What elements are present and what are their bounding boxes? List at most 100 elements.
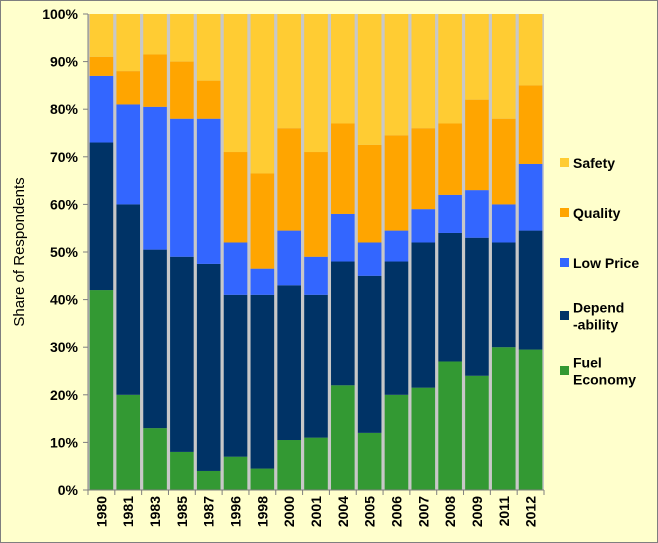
bar-segment-safety-1981 bbox=[116, 14, 141, 72]
bar-segment-fuel-economy-2006 bbox=[384, 394, 409, 490]
bar-segment-low-price-1983 bbox=[143, 106, 167, 250]
bar-segment-safety-2001 bbox=[304, 14, 328, 153]
y-tick-label: 100% bbox=[42, 6, 78, 22]
x-tick-label: 2009 bbox=[469, 496, 485, 527]
bar-segment-fuel-economy-2001 bbox=[304, 437, 328, 490]
x-tick-label: 1987 bbox=[201, 496, 217, 527]
legend-label-quality: Quality bbox=[573, 205, 621, 221]
legend-swatch-quality bbox=[560, 208, 569, 217]
bar-segment-low-price-1998 bbox=[250, 268, 275, 295]
x-tick-label: 2008 bbox=[442, 496, 458, 527]
legend-label-safety: Safety bbox=[573, 155, 615, 171]
bar-segment-quality-2009 bbox=[465, 99, 489, 191]
x-tick-label: 1980 bbox=[93, 496, 109, 527]
bar-segment-low-price-2006 bbox=[384, 230, 409, 262]
bar-segment-safety-1996 bbox=[223, 14, 248, 153]
bar-segment-fuel-economy-2000 bbox=[277, 440, 301, 490]
legend: Safety Quality Low Price Depend -ability Fuel… bbox=[560, 155, 639, 388]
legend-swatch-low-price bbox=[560, 258, 569, 267]
bar-segment-fuel-economy-2012 bbox=[518, 349, 543, 490]
y-tick-label: 30% bbox=[50, 339, 79, 355]
x-tick-label: 2006 bbox=[388, 496, 404, 527]
bar-segment-dependability-2012 bbox=[518, 230, 543, 350]
legend-swatch-dependability bbox=[560, 311, 569, 320]
bar-segment-low-price-1987 bbox=[196, 118, 221, 264]
bars-layer bbox=[89, 14, 543, 490]
y-tick-label: 50% bbox=[50, 244, 79, 260]
axes-layer bbox=[83, 13, 545, 495]
bar-segment-quality-2008 bbox=[438, 123, 462, 195]
x-tick-label: 2004 bbox=[335, 496, 351, 527]
x-tick-label: 1985 bbox=[174, 496, 190, 527]
tick-labels-layer: 0% 10% 20% 30% 40% 50% 60% 70% 80% 90% 100% 1980 198… bbox=[42, 6, 538, 527]
bar-segment-dependability-2006 bbox=[384, 261, 409, 395]
bar-segment-dependability-2001 bbox=[304, 294, 328, 438]
bar-segment-low-price-2008 bbox=[438, 194, 462, 233]
bar-segment-quality-2000 bbox=[277, 128, 301, 231]
bar-segment-fuel-economy-2007 bbox=[411, 387, 436, 490]
bar-segment-low-price-1981 bbox=[116, 104, 141, 205]
bar-segment-dependability-1998 bbox=[250, 294, 275, 469]
bar-segment-low-price-2001 bbox=[304, 256, 328, 295]
bar-segment-quality-1980 bbox=[89, 56, 114, 76]
bar-segment-safety-1985 bbox=[170, 14, 194, 62]
legend-swatch-safety bbox=[560, 158, 569, 167]
y-tick-label: 60% bbox=[50, 196, 79, 212]
bar-segment-low-price-2000 bbox=[277, 230, 301, 286]
bar-segment-quality-2006 bbox=[384, 135, 409, 231]
bar-segment-dependability-2007 bbox=[411, 242, 436, 388]
y-tick-label: 80% bbox=[50, 101, 79, 117]
bar-segment-quality-1996 bbox=[223, 152, 248, 243]
bar-segment-fuel-economy-2008 bbox=[438, 361, 462, 490]
bar-segment-dependability-1996 bbox=[223, 294, 248, 457]
y-tick-label: 90% bbox=[50, 54, 79, 70]
bar-segment-safety-2009 bbox=[465, 14, 489, 100]
bar-segment-fuel-economy-2009 bbox=[465, 375, 489, 490]
x-tick-label: 1983 bbox=[147, 496, 163, 527]
legend-label-fuel-economy: Fuel Economy bbox=[573, 355, 636, 388]
bar-segment-fuel-economy-1998 bbox=[250, 468, 275, 490]
bar-segment-fuel-economy-1987 bbox=[196, 470, 221, 490]
y-tick-label: 70% bbox=[50, 149, 79, 165]
bar-segment-dependability-2008 bbox=[438, 232, 462, 362]
bar-segment-low-price-2009 bbox=[465, 190, 489, 238]
bar-segment-quality-1983 bbox=[143, 54, 167, 107]
bar-segment-quality-1985 bbox=[170, 61, 194, 119]
bar-segment-safety-2004 bbox=[331, 14, 355, 124]
bar-segment-fuel-economy-2011 bbox=[491, 347, 516, 490]
y-tick-label: 40% bbox=[50, 292, 79, 308]
y-tick-label: 0% bbox=[58, 482, 79, 498]
bar-segment-fuel-economy-2005 bbox=[357, 432, 382, 490]
bar-segment-dependability-1981 bbox=[116, 204, 141, 395]
bar-segment-fuel-economy-1980 bbox=[89, 290, 114, 490]
x-tick-label: 1998 bbox=[254, 496, 270, 527]
legend-label-dependability: Depend -ability bbox=[573, 300, 624, 333]
bar-segment-dependability-1985 bbox=[170, 256, 194, 452]
bar-segment-safety-1980 bbox=[89, 14, 114, 57]
bar-segment-low-price-1980 bbox=[89, 75, 114, 143]
bar-segment-quality-1987 bbox=[196, 80, 221, 119]
bar-segment-safety-2012 bbox=[518, 14, 543, 86]
x-tick-label: 1981 bbox=[120, 496, 136, 527]
y-tick-label: 20% bbox=[50, 387, 79, 403]
bar-segment-dependability-1983 bbox=[143, 249, 167, 429]
bar-segment-fuel-economy-1996 bbox=[223, 456, 248, 490]
bar-segment-quality-2004 bbox=[331, 123, 355, 214]
bar-segment-quality-1998 bbox=[250, 173, 275, 269]
bar-segment-low-price-2011 bbox=[491, 204, 516, 243]
x-tick-label: 2011 bbox=[496, 496, 512, 527]
bar-segment-safety-2000 bbox=[277, 14, 301, 129]
x-tick-label: 1996 bbox=[228, 496, 244, 527]
bar-segment-fuel-economy-1983 bbox=[143, 428, 167, 490]
bar-segment-fuel-economy-2004 bbox=[331, 385, 355, 490]
x-tick-label: 2012 bbox=[523, 496, 539, 527]
bar-segment-safety-2011 bbox=[491, 14, 516, 119]
bar-segment-low-price-2005 bbox=[357, 242, 382, 276]
bar-segment-low-price-1985 bbox=[170, 118, 194, 257]
bar-segment-safety-2008 bbox=[438, 14, 462, 124]
bar-segment-quality-2011 bbox=[491, 118, 516, 205]
bar-segment-low-price-1996 bbox=[223, 242, 248, 295]
bar-segment-dependability-2004 bbox=[331, 261, 355, 386]
legend-swatch-fuel-economy bbox=[560, 366, 569, 375]
